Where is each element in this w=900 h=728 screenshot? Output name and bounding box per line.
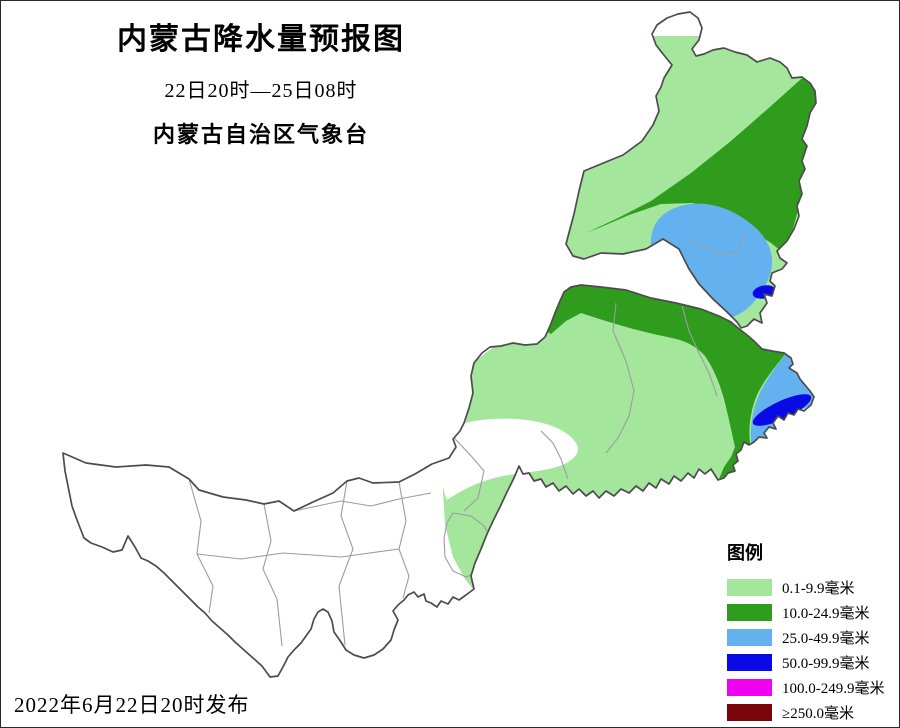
legend-item: 50.0-99.9毫米 <box>727 650 897 675</box>
area-moderate-rain-central-belt <box>546 283 787 479</box>
legend-label: ≥250.0毫米 <box>782 706 854 722</box>
legend-item: 100.0-249.9毫米 <box>727 675 897 700</box>
legend-swatch <box>727 704 772 721</box>
legend-swatch <box>727 654 772 671</box>
inner-boundaries <box>188 232 746 647</box>
legend-swatch <box>727 604 772 621</box>
province-outline <box>62 11 817 678</box>
issue-time: 2022年6月22日20时发布 <box>14 693 250 717</box>
legend-label: 0.1-9.9毫米 <box>782 581 855 597</box>
legend-label: 10.0-24.9毫米 <box>782 606 870 622</box>
legend-item: 10.0-24.9毫米 <box>727 600 897 625</box>
legend-swatch <box>727 629 772 646</box>
legend-title: 图例 <box>727 543 763 563</box>
legend: 图例 0.1-9.9毫米 10.0-24.9毫米 25.0-49.9毫米 50.… <box>727 539 897 725</box>
area-storm-band-southeast <box>752 394 812 426</box>
legend-item: 25.0-49.9毫米 <box>727 625 897 650</box>
legend-label: 100.0-249.9毫米 <box>782 681 885 697</box>
area-moderate-rain-northeast <box>586 73 816 251</box>
legend-label: 25.0-49.9毫米 <box>782 631 870 647</box>
area-dry-tongue <box>442 418 579 500</box>
legend-item: ≥250.0毫米 <box>727 700 897 725</box>
legend-swatch <box>727 679 772 696</box>
legend-label: 50.0-99.9毫米 <box>782 656 870 672</box>
legend-swatch <box>727 579 772 596</box>
legend-item: 0.1-9.9毫米 <box>727 575 897 600</box>
